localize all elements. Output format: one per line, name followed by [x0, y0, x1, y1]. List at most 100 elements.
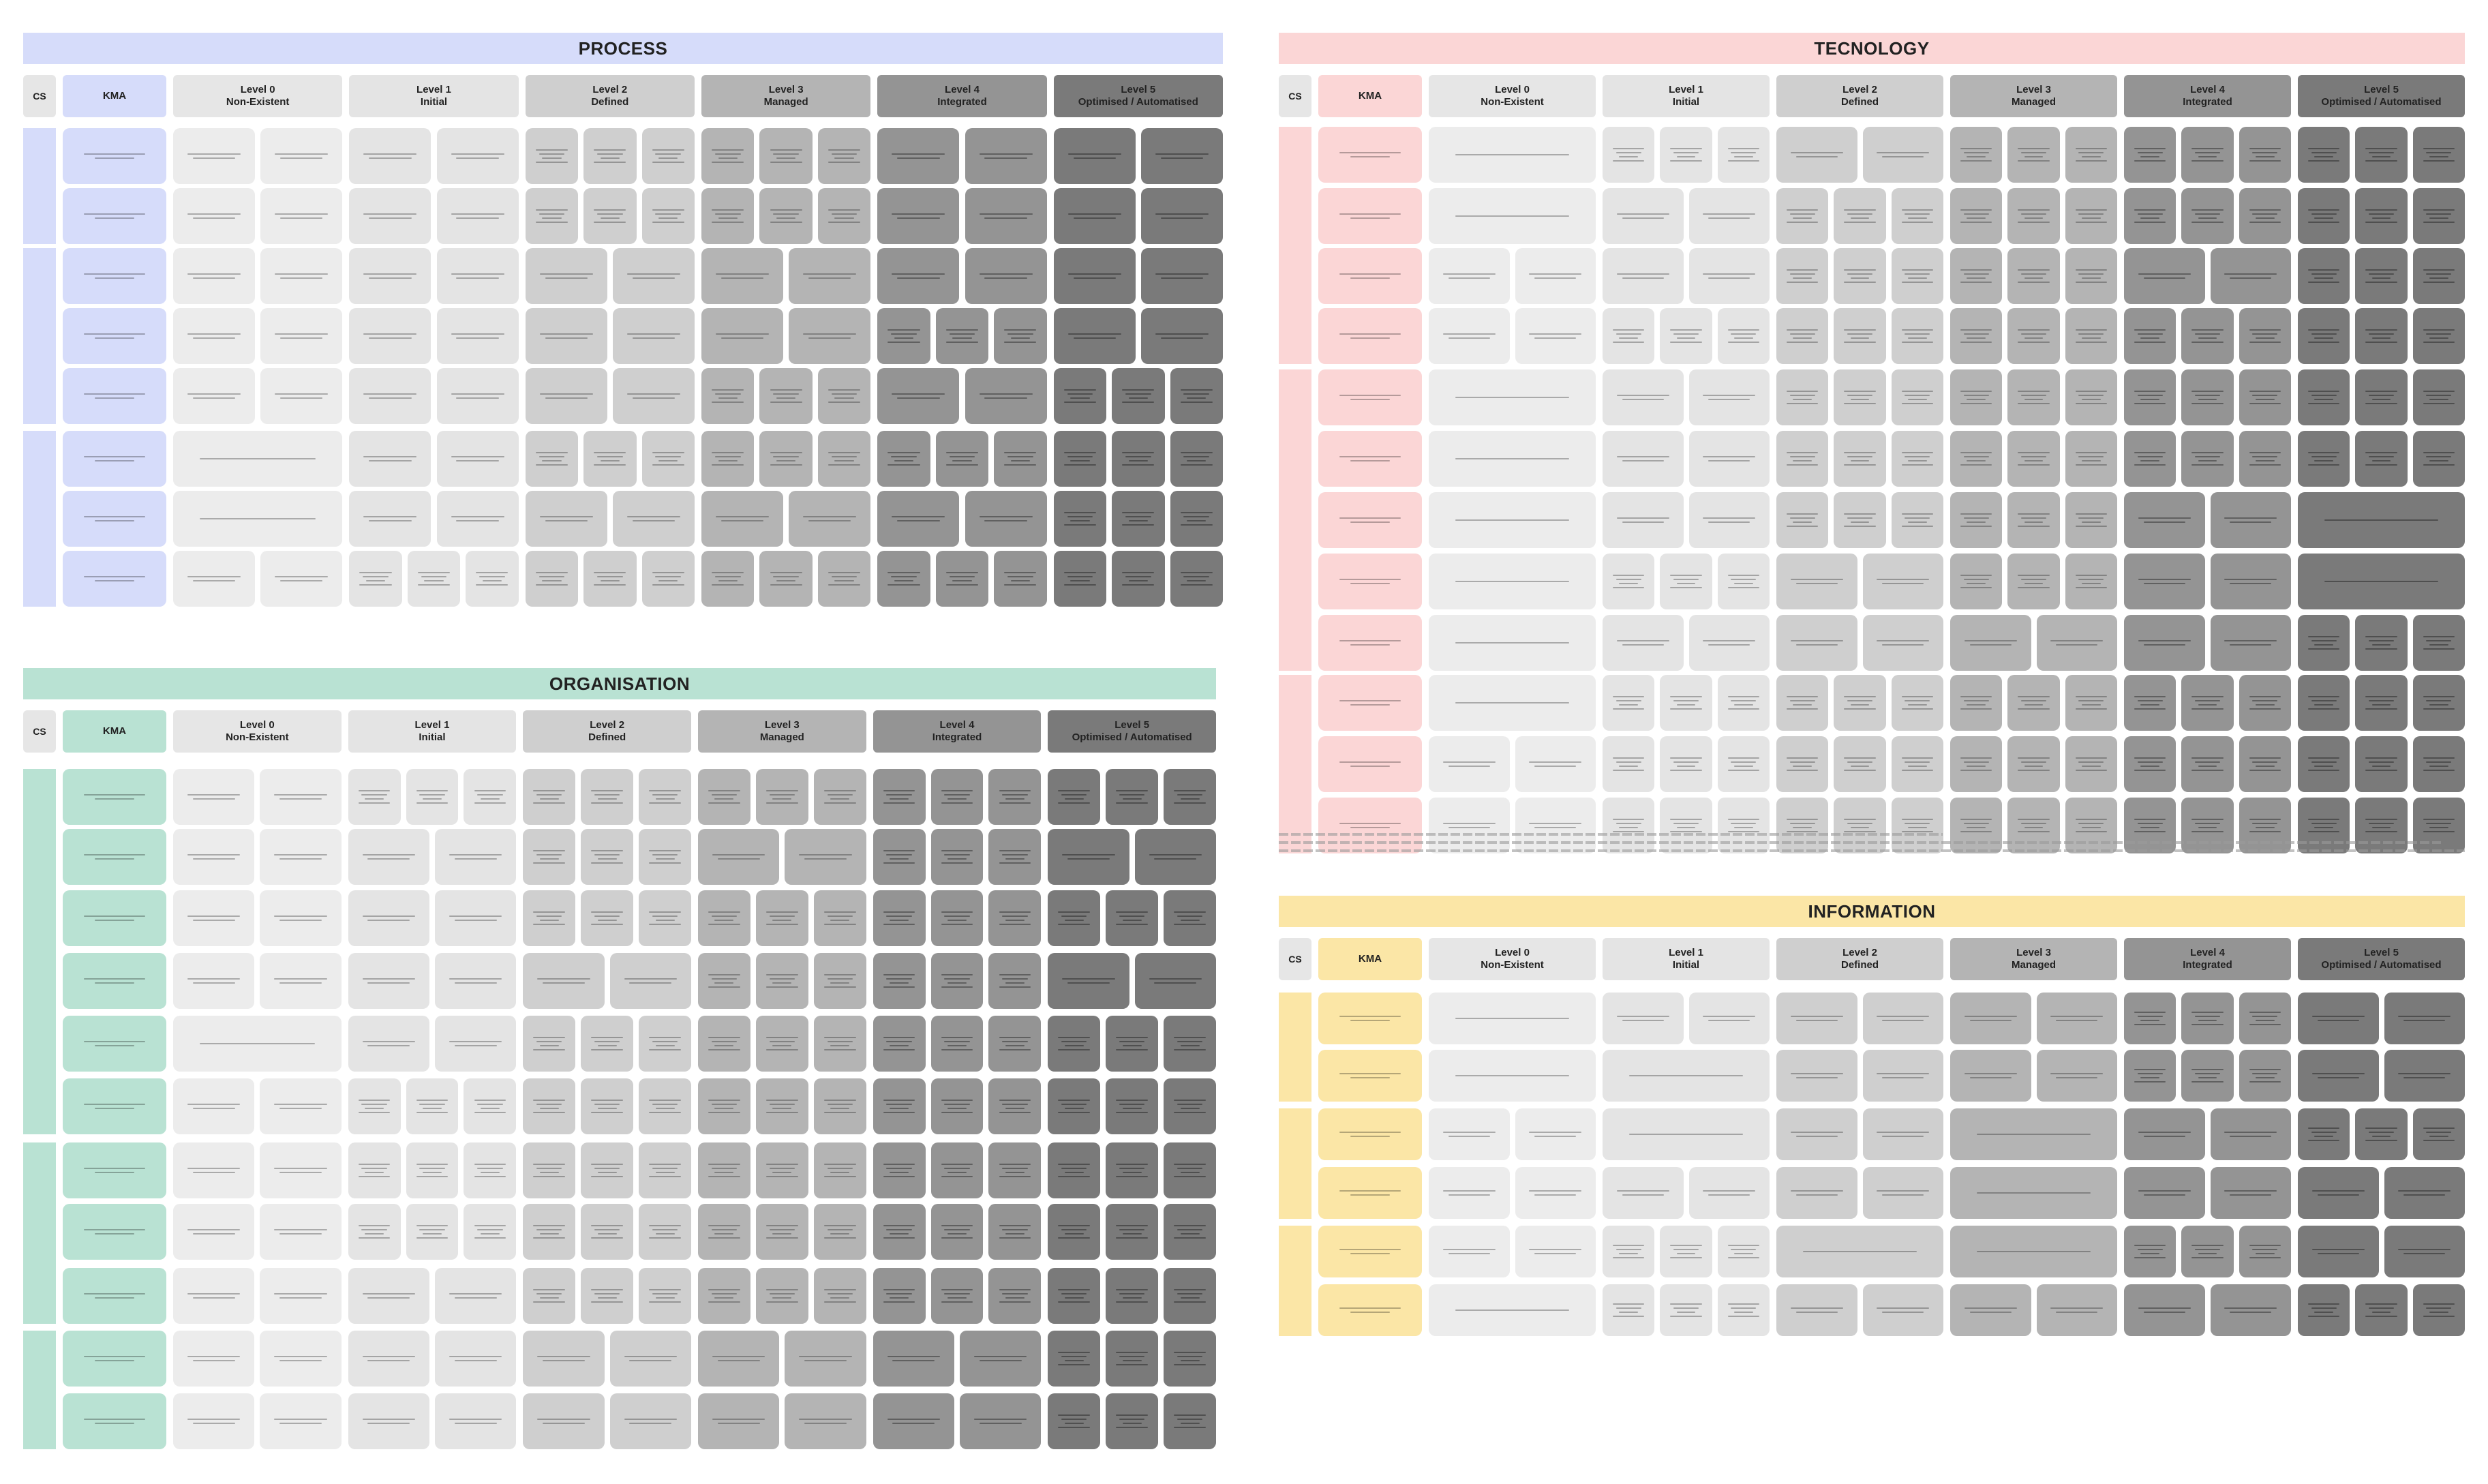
technology-row-7-level-4-cell-2	[2210, 492, 2291, 548]
organisation-level-1-header: Level 1 Initial	[348, 710, 517, 753]
cell-text-placeholder	[997, 790, 1033, 804]
technology-row-6-level-3-cell-1	[1950, 431, 2003, 487]
technology-row-9-level-3-cell-1	[1950, 615, 2031, 671]
cell-text-placeholder	[2190, 209, 2225, 223]
information-row-5-level-3-cell-1	[1950, 1226, 2117, 1277]
cell-text-placeholder	[1842, 757, 1877, 771]
process-level-5-header: Level 5 Optimised / Automatised	[1053, 75, 1223, 117]
cell-text-placeholder	[2364, 819, 2399, 832]
organisation-row-11-level-5-cell-1	[1048, 1393, 1101, 1449]
technology-row-10-level-2-cell-2	[1834, 675, 1886, 731]
technology-row-5-level-5-cell-2	[2355, 369, 2408, 425]
technology-row-9-level-3-cell-2	[2036, 615, 2117, 671]
cell-text-placeholder	[1146, 978, 1204, 984]
cell-text-placeholder	[2132, 329, 2167, 343]
cell-text-placeholder	[2074, 209, 2108, 223]
kma-text-placeholder	[78, 1041, 151, 1046]
kma-text-placeholder	[78, 273, 151, 279]
cell-text-placeholder	[1114, 911, 1150, 925]
kma-text-placeholder	[78, 456, 151, 461]
cell-text-placeholder	[361, 273, 420, 279]
cell-text-placeholder	[881, 1289, 917, 1303]
organisation-row-11-level-4-cell-1	[873, 1393, 954, 1449]
cell-text-placeholder	[650, 572, 686, 586]
organisation-row-5-level-4-cell-3	[988, 1016, 1042, 1072]
cell-text-placeholder	[2364, 269, 2399, 283]
cell-text-placeholder	[1179, 572, 1214, 586]
information-row-5-level-2-cell-1	[1776, 1226, 1943, 1277]
information-kma-row-3	[1318, 1108, 1422, 1160]
cell-text-placeholder	[648, 790, 683, 804]
cell-text-placeholder	[1614, 395, 1672, 400]
cell-text-placeholder	[939, 1164, 975, 1177]
process-row-2-level-1-cell-1	[349, 188, 431, 244]
technology-row-1-level-3-cell-2	[2007, 127, 2060, 183]
cell-text-placeholder	[2306, 391, 2341, 404]
cell-text-placeholder	[822, 790, 858, 804]
technology-row-7-level-3-cell-2	[2007, 492, 2060, 548]
organisation-row-7-level-3-cell-2	[755, 1142, 808, 1198]
cell-text-placeholder	[1970, 1134, 2097, 1135]
cell-text-placeholder	[185, 213, 244, 219]
organisation-title: ORGANISATION	[23, 668, 1216, 699]
cell-text-placeholder	[822, 1100, 858, 1113]
technology-row-5-level-2-cell-1	[1776, 369, 1829, 425]
organisation-row-7-level-2-cell-3	[639, 1142, 691, 1198]
process-row-8-level-5-cell-3	[1170, 551, 1223, 607]
cell-text-placeholder	[1172, 911, 1208, 925]
technology-row-6-level-4-cell-2	[2181, 431, 2234, 487]
technology-kma-row-8	[1318, 554, 1422, 609]
cell-text-placeholder	[2421, 269, 2456, 283]
level-name: Level 4	[2190, 947, 2225, 958]
cell-text-placeholder	[822, 974, 858, 988]
organisation-row-1-level-3-cell-1	[698, 769, 750, 825]
cell-text-placeholder	[939, 1100, 975, 1113]
technology-kma-row-2	[1318, 188, 1422, 244]
technology-row-2-level-3-cell-2	[2007, 188, 2060, 244]
information-row-5-level-5-cell-2	[2384, 1226, 2465, 1277]
kma-text-placeholder	[78, 1229, 151, 1235]
cell-text-placeholder	[710, 209, 746, 223]
information-level-5-header: Level 5 Optimised / Automatised	[2298, 938, 2465, 980]
cell-text-placeholder	[1114, 1225, 1150, 1239]
process-row-4-level-5-cell-2	[1140, 308, 1223, 364]
information-row-2-level-4-cell-1	[2124, 1050, 2176, 1102]
cell-text-placeholder	[1700, 456, 1758, 461]
technology-row-10-level-1-cell-2	[1660, 675, 1712, 731]
cell-text-placeholder	[185, 1104, 243, 1109]
cell-text-placeholder	[2016, 209, 2051, 223]
process-row-4-level-3-cell-2	[789, 308, 871, 364]
technology-row-10-level-3-cell-2	[2007, 675, 2060, 731]
cell-text-placeholder	[361, 213, 420, 219]
organisation-row-1-level-2-cell-3	[639, 769, 691, 825]
organisation-row-4-level-1-cell-1	[348, 953, 429, 1009]
information-row-1-level-5-cell-1	[2298, 993, 2379, 1044]
information-row-2-level-3-cell-2	[2036, 1050, 2117, 1102]
process-row-7-level-2-cell-1	[525, 491, 607, 547]
cell-text-placeholder	[939, 790, 975, 804]
cell-text-placeholder	[536, 393, 596, 399]
cell-text-placeholder	[2221, 273, 2279, 279]
process-row-4-level-5-cell-1	[1053, 308, 1136, 364]
technology-row-3-level-0-cell-1	[1429, 248, 1510, 304]
cell-text-placeholder	[1172, 1414, 1208, 1428]
cell-text-placeholder	[648, 850, 683, 864]
technology-row-12-level-0-cell-2	[1515, 798, 1596, 853]
organisation-row-6-level-5-cell-2	[1106, 1078, 1159, 1134]
cell-text-placeholder	[2395, 1190, 2453, 1196]
cell-text-placeholder	[2190, 1069, 2225, 1082]
organisation-kma-row-8	[63, 1204, 166, 1260]
organisation-row-6-level-2-cell-1	[523, 1078, 576, 1134]
information-row-6-level-2-cell-1	[1776, 1284, 1857, 1336]
technology-row-7-level-3-cell-3	[2065, 492, 2117, 548]
cell-text-placeholder	[881, 1100, 917, 1113]
cell-text-placeholder	[532, 1164, 567, 1177]
process-row-5-level-4-cell-2	[965, 368, 1047, 424]
cell-text-placeholder	[1611, 1303, 1645, 1317]
kma-text-placeholder	[1334, 1249, 1406, 1254]
cell-text-placeholder	[592, 209, 628, 223]
technology-row-3-level-2-cell-3	[1891, 248, 1943, 304]
organisation-row-11-level-0-cell-2	[260, 1393, 342, 1449]
cell-text-placeholder	[710, 1419, 768, 1424]
kma-text-placeholder	[1334, 456, 1406, 461]
